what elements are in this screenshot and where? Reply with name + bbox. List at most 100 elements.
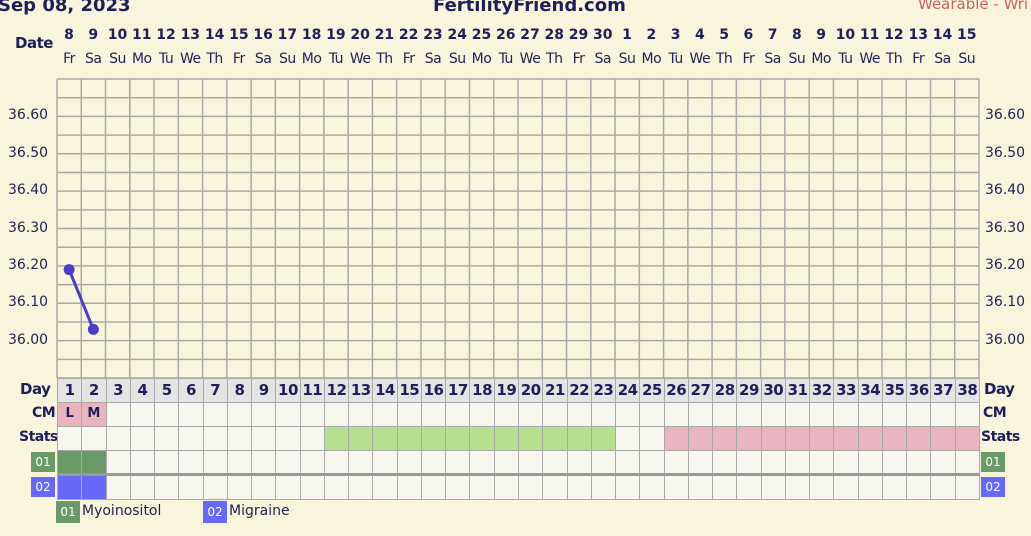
date-number: 13: [908, 27, 928, 43]
date-number: 14: [932, 27, 953, 43]
custom-02-cell: [396, 475, 422, 500]
temperature-point: [87, 323, 99, 335]
date-number: 28: [544, 27, 564, 43]
weekday: Su: [958, 51, 976, 67]
weekday: We: [349, 51, 371, 67]
custom-02-cell: [226, 475, 253, 500]
legend-label: Migraine: [229, 503, 290, 519]
day-label-right: Day: [984, 380, 1015, 398]
row-badge-right: 02: [981, 477, 1005, 497]
cm-cell: [833, 402, 859, 427]
date-number: 29: [568, 27, 589, 43]
stats-cell: [663, 426, 689, 451]
custom-01-cell: [712, 450, 738, 475]
stats-label-right: Stats: [981, 429, 1020, 445]
weekday: Su: [618, 51, 636, 67]
row-badge-left: 01: [31, 452, 55, 472]
date-number: 23: [423, 27, 443, 43]
weekday: Su: [448, 51, 466, 67]
weekday: Fr: [402, 51, 415, 67]
weekday: Mo: [471, 51, 492, 67]
date-number: 21: [374, 27, 395, 43]
cm-cell: [736, 402, 762, 427]
cm-cell: [857, 402, 883, 427]
cm-cell: [809, 402, 835, 427]
day-cell: 36: [906, 378, 932, 403]
weekday: Su: [788, 51, 806, 67]
day-cell: 14: [372, 378, 398, 403]
date-number: 19: [326, 27, 346, 43]
day-cell: 11: [299, 378, 325, 403]
weekday: We: [179, 51, 201, 67]
weekday: Fr: [572, 51, 585, 67]
weekday: We: [859, 51, 880, 67]
date-number: 20: [350, 27, 370, 43]
date-number: 10: [107, 27, 128, 43]
wearable-label: Wearable - Wri: [918, 0, 1029, 13]
weekday: Mo: [301, 51, 322, 67]
row-badge-right: 01: [981, 452, 1005, 472]
day-cell: 1: [57, 378, 83, 403]
weekday: Sa: [934, 51, 951, 67]
date-number: 5: [719, 27, 729, 43]
custom-01-cell: [129, 450, 156, 475]
cm-cell: [712, 402, 738, 427]
date-number: 6: [743, 27, 754, 43]
cm-cell: L: [57, 402, 83, 427]
y-tick-right: 36.60: [985, 107, 1026, 124]
y-tick-left: 36.50: [8, 144, 49, 161]
temperature-line: [67, 269, 95, 330]
weekday: Tu: [328, 51, 344, 67]
row-separator: [57, 473, 979, 476]
stats-label-left: Stats: [19, 429, 58, 445]
legend-badge: 01: [56, 501, 80, 523]
weekday: Mo: [131, 51, 152, 67]
y-tick-right: 36.40: [985, 182, 1026, 199]
custom-02-cell: [420, 475, 447, 500]
weekday: Tu: [668, 51, 683, 67]
date-number: 12: [884, 27, 904, 43]
weekday: Mo: [641, 51, 662, 67]
day-cell: 26: [663, 378, 689, 403]
day-cell: 17: [445, 378, 471, 403]
day-cell: 38: [954, 378, 980, 403]
weekday: Sa: [85, 51, 102, 67]
y-tick-left: 36.20: [8, 256, 49, 273]
custom-01-cell: [809, 450, 835, 475]
weekday: Fr: [232, 51, 245, 67]
date-number: 9: [816, 27, 827, 43]
day-cell: 10: [275, 378, 301, 403]
weekday: Fr: [63, 51, 75, 67]
y-tick-right: 36.30: [985, 219, 1026, 236]
y-tick-left: 36.10: [8, 294, 49, 311]
date-number: 15: [956, 27, 977, 43]
y-tick-left: 36.30: [8, 219, 49, 236]
weekday: Su: [109, 51, 126, 67]
custom-01-cell: [251, 450, 277, 475]
legend-label: Myoinositol: [82, 503, 162, 519]
date-number: 26: [495, 27, 516, 43]
y-tick-right: 36.00: [985, 331, 1026, 348]
stats-cell: [881, 426, 908, 451]
stats-cell: [81, 426, 107, 451]
weekday: Th: [376, 51, 393, 67]
day-cell: 33: [833, 378, 859, 403]
date-number: 2: [646, 27, 657, 43]
cm-cell: M: [81, 402, 107, 427]
weekday: Th: [206, 51, 223, 67]
custom-01-cell: [275, 450, 301, 475]
custom-01-cell: [881, 450, 908, 475]
day-cell: 30: [760, 378, 786, 403]
custom-02-cell: [154, 475, 180, 500]
date-number: 18: [301, 27, 322, 43]
day-cell: 12: [323, 378, 350, 403]
date-number: 24: [447, 27, 467, 43]
date-number: 25: [471, 27, 492, 43]
date-number: 12: [156, 27, 176, 43]
date-number: 7: [767, 27, 778, 43]
legend-badge: 02: [203, 501, 227, 523]
day-cell: 24: [615, 378, 641, 403]
date-number: 8: [64, 27, 74, 43]
weekday: Th: [885, 51, 903, 67]
chart-date: Sep 08, 2023: [0, 0, 131, 16]
